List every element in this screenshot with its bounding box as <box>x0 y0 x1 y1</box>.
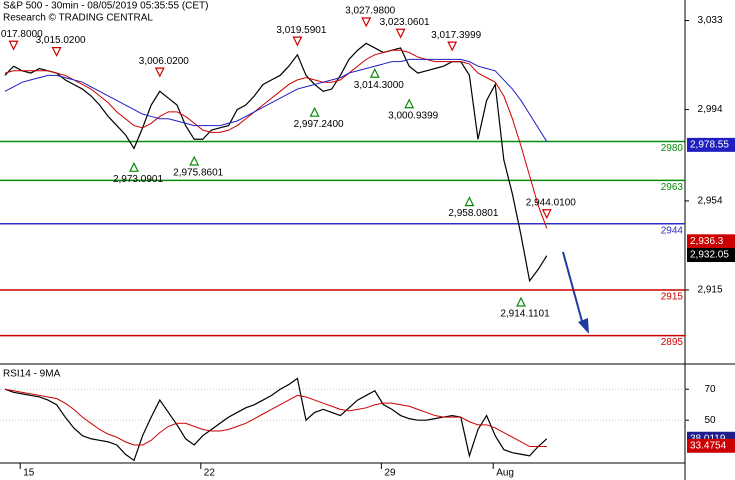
peak-marker <box>8 40 19 51</box>
peak-label: 3,015.0200 <box>36 35 86 46</box>
peak-label: 3,023.0601 <box>380 17 430 28</box>
peak-marker <box>51 46 62 57</box>
y-tick-label: 2,954 <box>697 196 722 207</box>
x-tick-label: Aug <box>496 468 514 479</box>
peak-marker <box>447 41 458 52</box>
price-tag <box>687 438 735 453</box>
level-label: 2895 <box>661 337 684 348</box>
series-line <box>4 49 548 229</box>
trough-label: 2,914.1101 <box>500 309 550 320</box>
trough-marker <box>309 106 320 117</box>
level-label: 2963 <box>661 182 684 193</box>
peak-marker <box>154 67 165 78</box>
price-tag <box>687 234 735 249</box>
trough-marker <box>464 196 475 207</box>
forecast-arrow <box>562 251 584 326</box>
level-label: 2944 <box>661 225 684 236</box>
forecast-arrow-head <box>578 318 589 334</box>
trough-label: 2,975.8601 <box>173 168 223 179</box>
price-tag-label: 2,932.05 <box>690 250 729 261</box>
peak-label: 3,006.0200 <box>139 56 189 67</box>
trough-label: 2,958.0801 <box>448 208 498 219</box>
y-tick-label: 2,915 <box>697 285 722 296</box>
y-tick-label: 2,994 <box>697 104 722 115</box>
series-line <box>4 388 547 448</box>
indicator-title: RSI14 - 9MA <box>3 369 61 380</box>
trough-label: 2,997.2400 <box>294 119 344 130</box>
trough-marker <box>189 155 200 166</box>
price-tag-label: 33.4754 <box>690 440 727 451</box>
peak-marker <box>541 209 552 220</box>
price-tag-label: 2,936.3 <box>690 236 724 247</box>
level-label: 2915 <box>661 292 684 303</box>
peak-label: 3,017.8000 <box>0 29 43 40</box>
series-line <box>4 377 548 462</box>
peak-label: 3,017.3999 <box>431 30 481 41</box>
level-label: 2980 <box>661 143 684 154</box>
series-line <box>4 58 548 142</box>
trough-marker <box>129 161 139 172</box>
peak-label: 3,027.9800 <box>345 6 395 17</box>
peak-label: 3,019.5901 <box>276 25 326 36</box>
trough-marker <box>369 67 380 78</box>
x-tick-label: 15 <box>23 468 35 479</box>
x-tick-label: 22 <box>204 468 216 479</box>
chart-subtitle: Research © TRADING CENTRAL <box>3 13 153 24</box>
chart-title: S&P 500 - 30min - 08/05/2019 05:35:55 (C… <box>3 1 209 12</box>
price-tag <box>687 137 735 152</box>
price-tag <box>687 248 735 263</box>
price-tag-label: 2,978.55 <box>690 139 729 150</box>
y-tick-label: 3,033 <box>697 15 722 26</box>
peak-marker <box>292 36 303 47</box>
y-tick-label: 50 <box>704 415 716 426</box>
trough-label: 3,014.3000 <box>354 80 404 91</box>
peak-marker <box>395 28 406 39</box>
trough-label: 3,000.9399 <box>388 110 438 121</box>
trough-label: 2,973.0901 <box>113 174 163 185</box>
trough-marker <box>516 296 526 307</box>
trough-marker <box>404 98 415 109</box>
y-tick-label: 70 <box>704 384 716 395</box>
peak-marker <box>361 17 372 28</box>
peak-label: 2,944.0100 <box>526 197 576 208</box>
x-tick-label: 29 <box>384 468 396 479</box>
